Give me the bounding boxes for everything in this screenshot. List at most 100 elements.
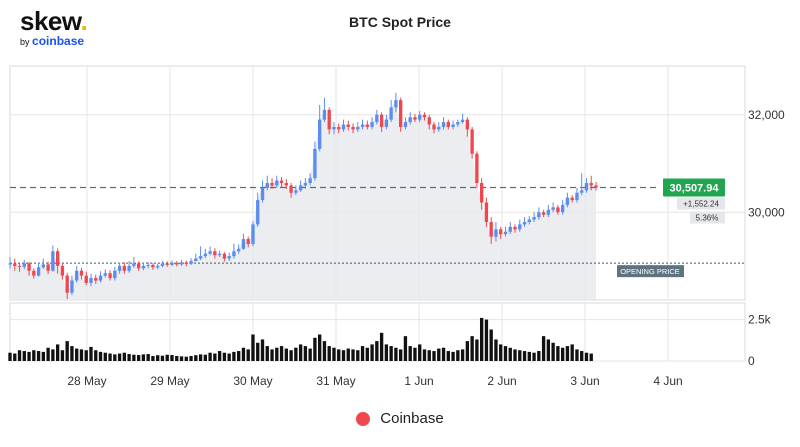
last-price-tag: 30,507.94: [663, 178, 725, 197]
candle-body: [332, 126, 336, 130]
volume-bar: [484, 319, 489, 361]
candle-body: [327, 109, 331, 130]
candle: [327, 107, 331, 135]
candle-body: [89, 278, 93, 283]
candle: [437, 122, 441, 132]
candle: [584, 178, 589, 193]
candle-body: [98, 275, 103, 281]
candle-body: [55, 251, 60, 266]
candle: [213, 248, 217, 259]
candle: [379, 112, 384, 132]
candle: [313, 141, 317, 181]
opening-price-tag: OPENING PRICE: [617, 265, 684, 278]
legend[interactable]: Coinbase: [0, 410, 800, 427]
volume-bar: [532, 352, 536, 361]
candle-body: [594, 185, 598, 188]
candle-body: [460, 119, 465, 123]
candle: [503, 226, 508, 237]
candle-body: [270, 183, 274, 186]
volume-bar: [565, 346, 570, 361]
volume-bar: [475, 339, 479, 361]
volume-bar: [289, 350, 293, 361]
candle-body: [127, 265, 131, 271]
candle: [346, 120, 350, 131]
candle-body: [70, 280, 74, 293]
volume-bar: [136, 355, 141, 361]
volume-bar: [141, 354, 146, 361]
candle-body: [117, 265, 122, 271]
volume-bar: [284, 348, 288, 361]
volume-bar: [60, 350, 65, 361]
volume-bar: [437, 348, 441, 361]
volume-bar: [551, 342, 555, 361]
candle: [418, 110, 422, 123]
candle: [356, 122, 360, 132]
candle-body: [551, 207, 555, 210]
volume-bar: [198, 354, 203, 361]
volume-bar: [36, 351, 41, 361]
candle-body: [422, 114, 427, 118]
candle: [65, 272, 69, 300]
volume-bar: [360, 346, 365, 361]
volume-bar: [189, 356, 193, 361]
candle-body: [170, 262, 174, 265]
volume-bar: [213, 353, 217, 361]
candle: [60, 262, 65, 280]
last-price-tag-box: [663, 178, 725, 197]
x-tick-label: 2 Jun: [487, 374, 516, 388]
opening-price-tag-box: [617, 265, 684, 278]
candle: [75, 265, 79, 283]
candle-body: [365, 124, 369, 127]
volume-bar: [22, 351, 26, 361]
y-tick-label: 32,000: [748, 108, 785, 122]
candle: [351, 123, 355, 134]
volume-bar: [580, 351, 584, 361]
candle-body: [32, 270, 36, 276]
last-price-label: 30,507.94: [670, 182, 720, 194]
volume-bar: [194, 355, 198, 361]
volume-bar: [313, 337, 317, 361]
candle-body: [94, 278, 98, 281]
candle-body: [51, 251, 55, 271]
candle-body: [113, 270, 117, 279]
candle-body: [184, 262, 188, 264]
candle-body: [251, 224, 255, 244]
candle: [179, 260, 184, 266]
candle: [546, 204, 551, 218]
volume-bar: [389, 346, 393, 361]
volume-bar: [508, 347, 512, 361]
volume-bar: [151, 356, 155, 361]
candle: [408, 112, 412, 125]
volume-bar: [160, 355, 165, 361]
candle-body: [384, 119, 389, 127]
candle: [70, 275, 74, 296]
volume-bar: [384, 344, 389, 361]
candle-body: [408, 117, 412, 123]
candle-body: [237, 248, 241, 252]
candle: [494, 222, 498, 242]
volume-bar: [460, 349, 465, 361]
volume-bar: [332, 347, 336, 361]
candle: [17, 263, 22, 272]
candle-body: [146, 264, 150, 266]
candle-body: [203, 253, 208, 257]
x-tick-label: 28 May: [67, 374, 106, 388]
candle: [451, 120, 455, 130]
volume-bar: [222, 352, 227, 361]
volume-bar: [527, 351, 531, 361]
candle: [256, 192, 260, 227]
candle: [322, 97, 327, 123]
candle-body: [413, 117, 417, 120]
candle-body: [194, 258, 198, 261]
candle-body: [537, 212, 541, 218]
candle-body: [132, 263, 136, 266]
candle: [279, 177, 284, 188]
candle-body: [456, 122, 460, 125]
candle: [103, 269, 107, 278]
candle: [384, 114, 389, 130]
candle-body: [27, 263, 31, 271]
candle: [551, 202, 555, 213]
x-tick-label: 30 May: [233, 374, 272, 388]
volume-bar: [413, 347, 417, 361]
